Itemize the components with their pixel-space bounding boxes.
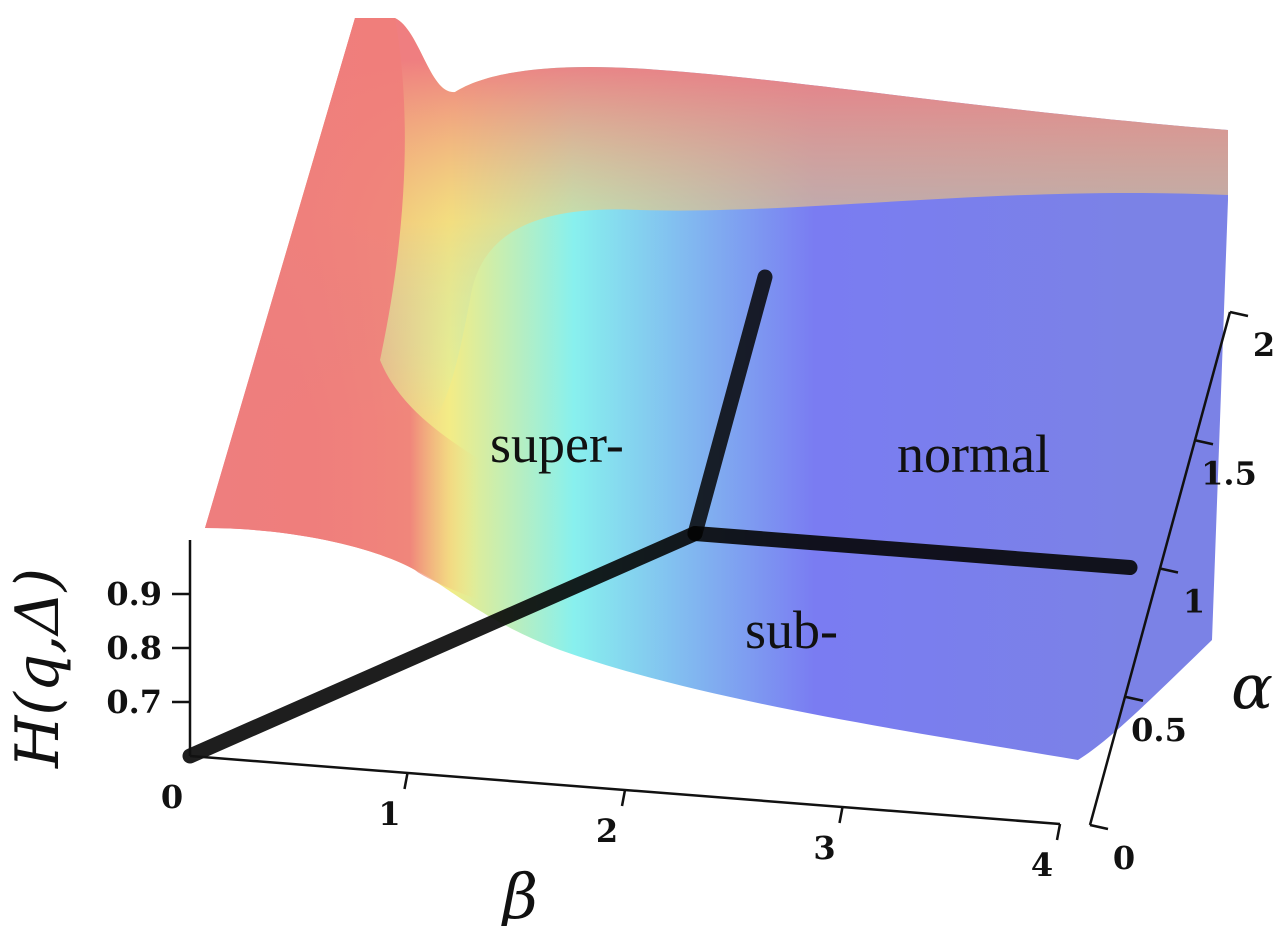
x-tick-mark <box>838 806 844 824</box>
z-tick-label: 0.9 <box>106 575 162 613</box>
x-axis-title: β <box>500 860 538 926</box>
y-tick-label: 2 <box>1253 326 1275 364</box>
x-tick-mark <box>403 772 409 790</box>
x-tick-label: 1 <box>378 795 400 833</box>
phase-boundaries <box>182 269 1138 764</box>
y-tick-mark <box>1159 567 1179 574</box>
region-labels: super- normal sub- <box>490 414 1050 660</box>
region-label-super: super- <box>490 414 624 474</box>
surface-left-fade <box>205 18 495 600</box>
z-tick-label: 0.7 <box>106 683 162 721</box>
y-tick-label: 1.5 <box>1201 454 1257 492</box>
y-tick-mark <box>1194 439 1214 446</box>
x-tick-label: 4 <box>1031 846 1053 884</box>
y-tick-label: 1 <box>1183 583 1205 621</box>
y-axis-title: α <box>1231 650 1273 723</box>
x-tick-label: 2 <box>596 812 618 850</box>
surface <box>205 18 1228 760</box>
y-tick-mark <box>1229 310 1249 318</box>
y-tick-label: 0.5 <box>1131 711 1187 749</box>
z-tick-label: 0.8 <box>106 629 162 667</box>
y-tick-label: 0 <box>1113 839 1135 877</box>
region-label-sub: sub- <box>745 600 838 660</box>
x-tick-mark <box>620 789 627 807</box>
x-tick-label: 0 <box>161 778 183 816</box>
region-label-normal: normal <box>897 424 1050 484</box>
x-tick-mark <box>1055 823 1062 841</box>
y-tick-mark <box>1124 695 1144 702</box>
phase-boundary-1 <box>687 526 1138 575</box>
z-axis-title: H(q,Δ) <box>3 568 73 769</box>
y-tick-mark <box>1089 823 1109 831</box>
x-tick-label: 3 <box>813 829 835 867</box>
phase-boundary-2 <box>687 269 773 541</box>
surface-back-fade <box>205 18 1228 528</box>
phase-boundary-0 <box>182 526 703 764</box>
axis-ticks: 0 1 2 3 4 0 0.5 1 1.5 2 0.7 0.8 0.9 <box>106 310 1275 884</box>
